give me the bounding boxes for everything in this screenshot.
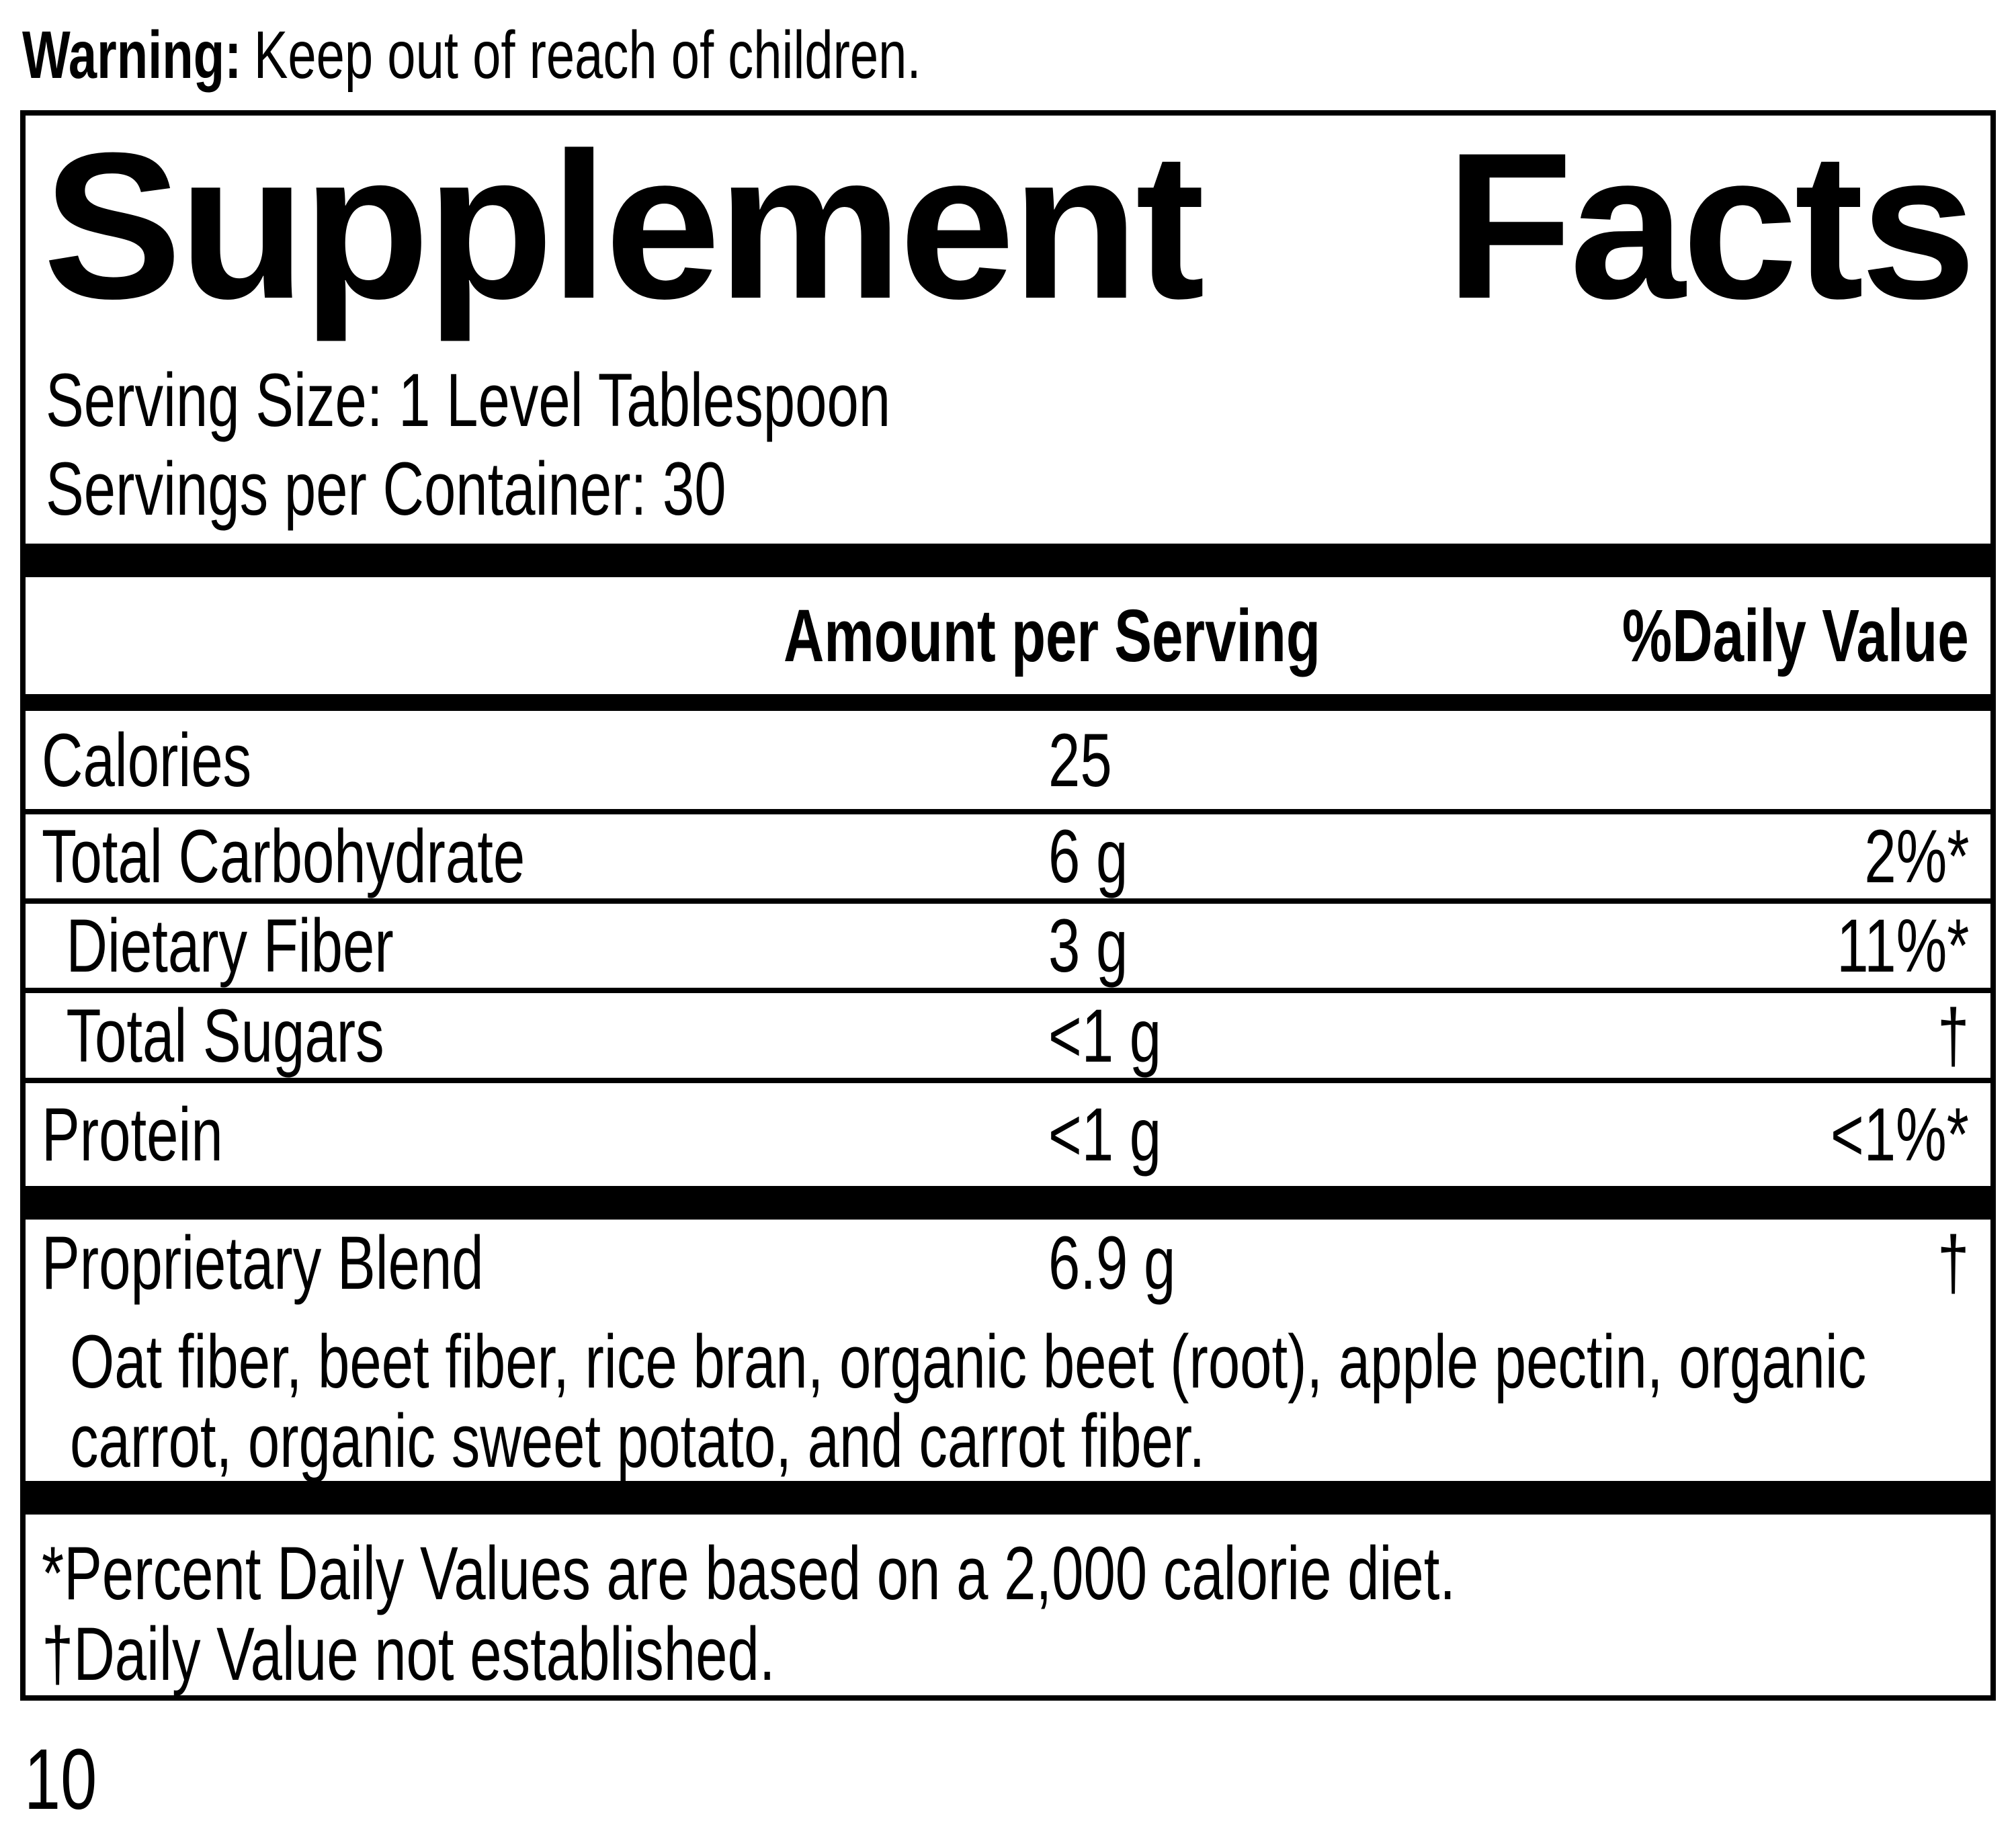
row-amount: 25 bbox=[1048, 718, 1112, 802]
row-label: Total Carbohydrate bbox=[42, 814, 526, 898]
row-label: Dietary Fiber bbox=[66, 904, 394, 988]
warning-text: Keep out of reach of children. bbox=[253, 17, 921, 93]
table-row-total-sugars: Total Sugars <1 g † bbox=[26, 993, 1990, 1083]
row-amount: 3 g bbox=[1048, 904, 1128, 988]
supplement-facts-panel: Supplement Facts Serving Size: 1 Level T… bbox=[20, 110, 1996, 1701]
footnote-daily-values: *Percent Daily Values are based on a 2,0… bbox=[42, 1531, 1456, 1615]
footnotes: *Percent Daily Values are based on a 2,0… bbox=[26, 1515, 1990, 1695]
table-row-protein: Protein <1 g <1%* bbox=[26, 1083, 1990, 1186]
table-row-dietary-fiber: Dietary Fiber 3 g 11%* bbox=[26, 904, 1990, 993]
table-row-proprietary-blend: Proprietary Blend 6.9 g † bbox=[26, 1220, 1990, 1306]
separator-bar-thick bbox=[26, 544, 1990, 577]
row-label: Proprietary Blend bbox=[42, 1220, 484, 1305]
panel-title: Supplement Facts bbox=[43, 109, 1976, 342]
separator-bar-medium bbox=[26, 694, 1990, 711]
amount-per-serving-header: Amount per Serving bbox=[784, 594, 1320, 677]
serving-size-line: Serving Size: 1 Level Tablespoon bbox=[46, 358, 891, 442]
table-row-calories: Calories 25 bbox=[26, 711, 1990, 814]
warning-text-wrap: Warning: Keep out of reach of children. bbox=[22, 15, 921, 95]
row-daily-value: <1%* bbox=[1831, 1093, 1969, 1177]
warning-label: Warning: bbox=[22, 17, 242, 93]
table-row-total-carbohydrate: Total Carbohydrate 6 g 2%* bbox=[26, 814, 1990, 904]
separator-bar-thick bbox=[26, 1481, 1990, 1515]
row-daily-value: † bbox=[1937, 993, 1969, 1078]
row-amount: <1 g bbox=[1048, 993, 1162, 1078]
proprietary-blend-description: Oat fiber, beet fiber, rice bran, organi… bbox=[26, 1306, 1990, 1481]
row-daily-value: 2%* bbox=[1863, 814, 1969, 898]
row-daily-value: † bbox=[1937, 1220, 1969, 1305]
row-daily-value: 11%* bbox=[1836, 904, 1969, 988]
separator-bar-thick bbox=[26, 1186, 1990, 1220]
warning-line: Warning: Keep out of reach of children. bbox=[22, 15, 1205, 95]
page-number: 10 bbox=[24, 1732, 97, 1828]
row-label: Protein bbox=[42, 1093, 223, 1177]
daily-value-header: %Daily Value bbox=[1622, 594, 1969, 677]
footnote-dv-not-established: †Daily Value not established. bbox=[42, 1612, 775, 1696]
panel-title-word-right: Facts bbox=[1445, 109, 1976, 342]
row-amount: 6.9 g bbox=[1048, 1220, 1176, 1305]
table-header-row: Amount per Serving %Daily Value bbox=[26, 577, 1990, 694]
serving-info: Serving Size: 1 Level Tablespoon Serving… bbox=[46, 356, 1970, 534]
row-amount: <1 g bbox=[1048, 1093, 1162, 1177]
blend-description-line: carrot, organic sweet potato, and carrot… bbox=[70, 1399, 1206, 1483]
row-label: Total Sugars bbox=[66, 993, 384, 1078]
blend-description-line: Oat fiber, beet fiber, rice bran, organi… bbox=[70, 1320, 1867, 1404]
row-label: Calories bbox=[42, 718, 252, 802]
servings-per-container-line: Servings per Container: 30 bbox=[46, 447, 726, 531]
row-amount: 6 g bbox=[1048, 814, 1128, 898]
panel-title-word-left: Supplement bbox=[43, 109, 1205, 342]
